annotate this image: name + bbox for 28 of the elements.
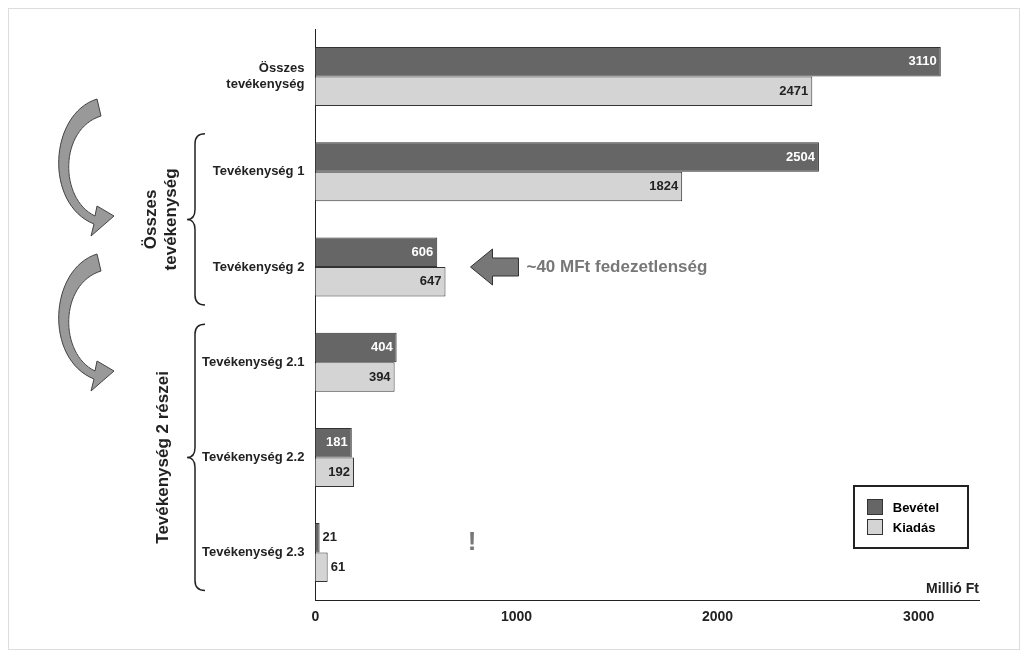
x-tick-label: 3000: [903, 608, 935, 625]
y-tick-label: Tevékenység 2.2: [201, 448, 305, 464]
y-tick-label: Tevékenység 1: [212, 163, 305, 179]
data-label: 61: [330, 558, 346, 574]
text: Tevékenység 2 részei: [152, 371, 172, 544]
data-label: 394: [368, 368, 392, 384]
y-tick-label: Tevékenység 2.1: [201, 353, 305, 369]
data-label: 647: [419, 273, 442, 289]
y-tick-label: Összes tevékenység: [226, 60, 305, 91]
legend-label: Bevétel: [892, 499, 939, 515]
annotation: !: [467, 525, 477, 556]
data-label: 192: [328, 463, 350, 479]
legend-label: Kiadás: [892, 519, 936, 535]
annotation: ~40 MFt fedezetlenség: [526, 256, 708, 276]
data-label: 1824: [649, 178, 679, 194]
data-label: 2504: [786, 148, 816, 164]
data-label: 21: [322, 529, 338, 545]
x-tick-label: 0: [311, 608, 320, 625]
data-label: 3110: [908, 53, 937, 69]
data-label: 181: [326, 434, 348, 450]
x-tick-label: 1000: [500, 608, 533, 625]
y-tick-label: Tevékenység 2.3: [201, 544, 305, 560]
x-tick-label: 2000: [702, 608, 734, 625]
data-label: 606: [411, 243, 434, 259]
data-label: 404: [370, 339, 394, 355]
y-tick-label: Tevékenység 2: [212, 258, 305, 274]
data-label: 2471: [779, 82, 809, 98]
x-axis-title: Millió Ft: [926, 580, 980, 597]
